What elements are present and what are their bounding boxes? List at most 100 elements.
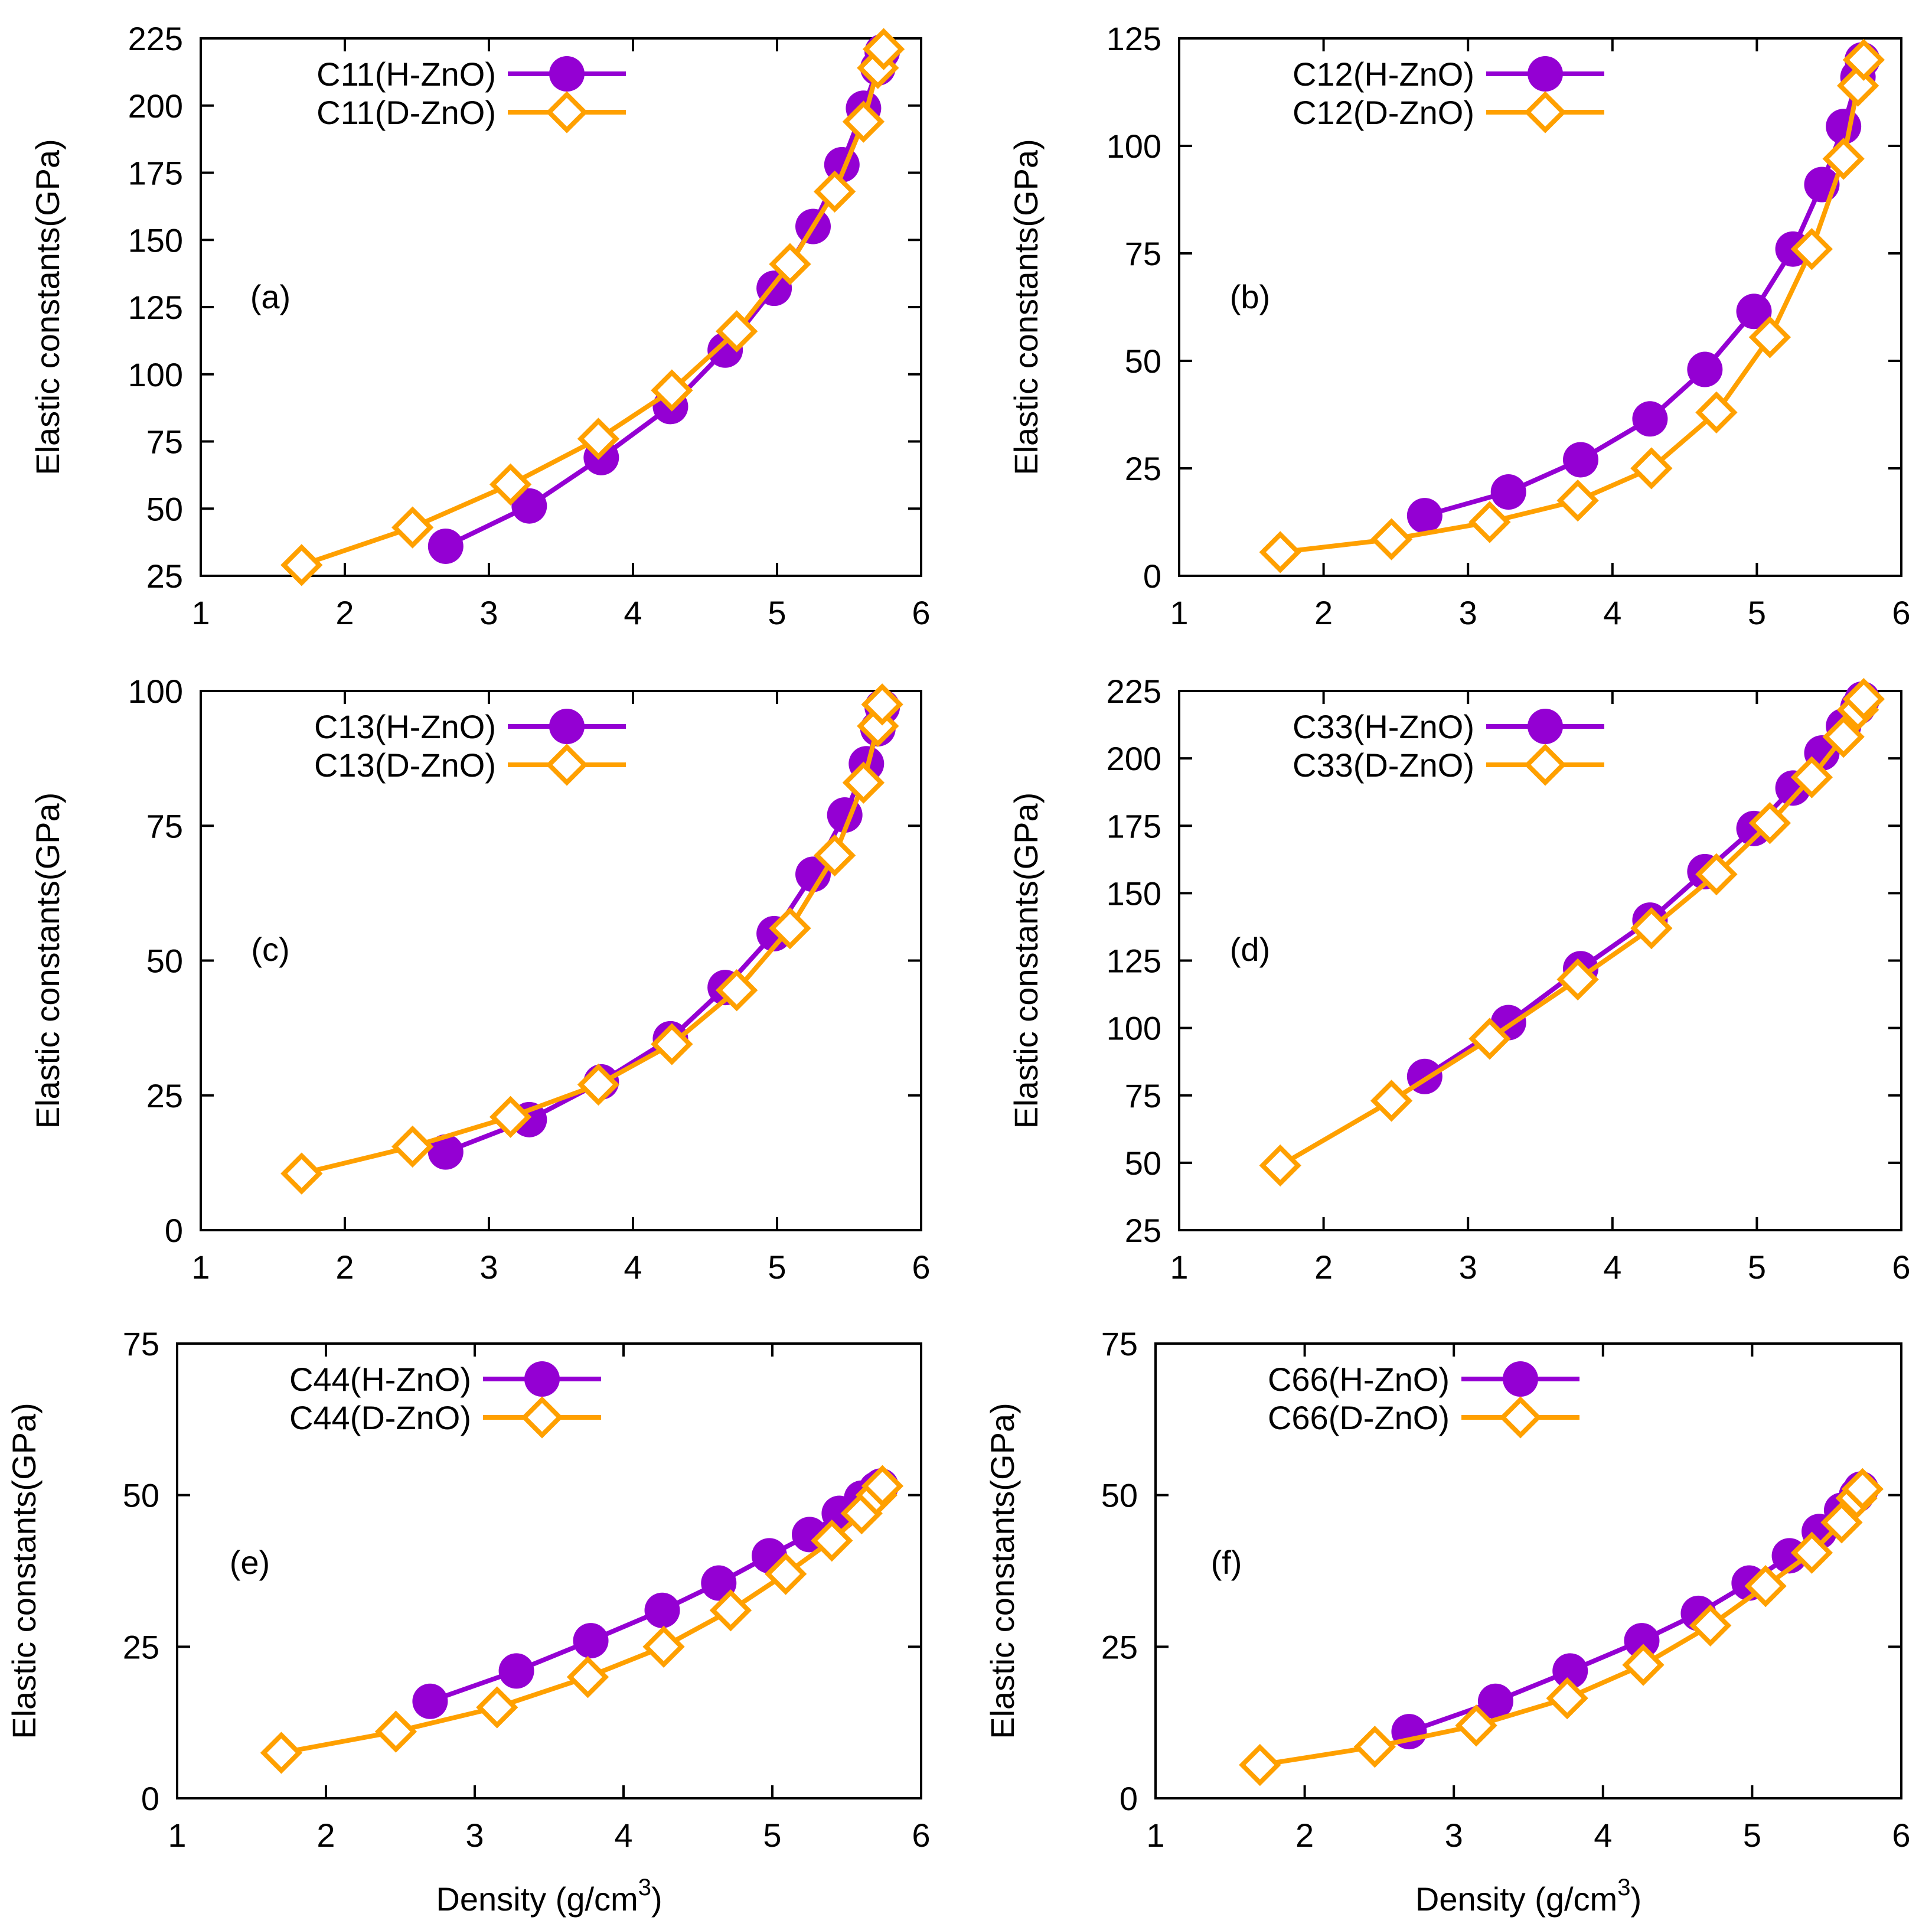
y-tick-label: 25 (1101, 1628, 1138, 1665)
y-tick-label: 100 (1107, 1010, 1161, 1047)
data-point (1556, 479, 1599, 522)
panel-e: 1 2 3 4 5 6 0 25 50 75 Elastic constants(GPa) Densi… (5, 1325, 931, 1918)
data-point (1736, 294, 1772, 330)
y-tick-label: 50 (123, 1477, 159, 1514)
panel-tag: (b) (1230, 278, 1270, 315)
y-tick-label: 200 (1107, 740, 1161, 777)
data-point (1822, 715, 1865, 758)
data-point (1689, 1604, 1732, 1647)
data-point (511, 488, 547, 524)
legend-entry: C66(H-ZnO) (1268, 1361, 1579, 1398)
data-point (1748, 316, 1791, 358)
y-axis-title: Elastic constants(GPa) (1007, 793, 1045, 1129)
data-point (769, 243, 811, 285)
y-axis-title: Elastic constants(GPa) (5, 1403, 43, 1739)
panel-f: 1 2 3 4 5 6 0 25 50 75 Elastic constants(GPa) Densi… (984, 1325, 1911, 1918)
plot-frame (1154, 1342, 1902, 1799)
data-point (716, 969, 758, 1012)
x-tick-label: 6 (912, 1248, 930, 1286)
series-line (445, 706, 885, 1155)
data-point (795, 856, 831, 892)
legend-marker (549, 709, 585, 744)
x-tick-label: 2 (1295, 1817, 1314, 1854)
y-tick-label: 50 (1101, 1477, 1138, 1514)
legend-marker (1528, 709, 1563, 744)
data-point (1353, 1726, 1396, 1768)
series-h-zno (427, 689, 900, 1170)
legend-marker (1524, 744, 1567, 786)
data-point (1259, 1144, 1301, 1187)
y-axis-title: Elastic constants(GPa) (1007, 139, 1045, 475)
legend-label: C12(H-ZnO) (1293, 56, 1474, 93)
plot-frame (1178, 37, 1902, 577)
x-tick-label: 2 (335, 594, 354, 631)
legend-entry: C44(H-ZnO) (289, 1361, 601, 1398)
legend-label: C13(D-ZnO) (314, 746, 496, 784)
data-point (476, 1686, 518, 1729)
x-tick-label: 3 (479, 1248, 498, 1286)
x-tick-label: 1 (191, 594, 210, 631)
x-tick-label: 6 (912, 594, 930, 631)
legend-entry: C13(D-ZnO) (314, 744, 626, 786)
x-tick-label: 2 (1314, 594, 1333, 631)
y-tick-label: 75 (146, 807, 183, 845)
data-point (811, 1520, 853, 1562)
y-tick-label: 0 (1120, 1780, 1138, 1817)
panel-a: 1 2 3 4 5 6 25 50 75 100 125 150 175 200 225 Elastic co… (29, 20, 931, 631)
legend-marker (521, 1396, 563, 1439)
y-tick-label: 75 (1125, 235, 1161, 272)
series-line (280, 1485, 885, 1755)
data-point (842, 100, 885, 143)
y-tick-label: 100 (128, 356, 183, 393)
data-point (412, 1683, 448, 1719)
y-tick-label: 0 (165, 1212, 183, 1249)
data-point (1842, 678, 1885, 721)
legend-label: C44(H-ZnO) (289, 1361, 471, 1398)
data-point (1790, 228, 1833, 270)
series-h-zno (412, 1468, 899, 1719)
y-tick-label: 175 (128, 155, 183, 192)
x-tick-label: 1 (191, 1248, 210, 1286)
data-point (280, 1152, 323, 1195)
data-point (260, 1732, 303, 1774)
data-point (1820, 1501, 1863, 1544)
legend-entry: C11(H-ZnO) (316, 56, 626, 93)
legend-entry: C66(D-ZnO) (1268, 1396, 1579, 1439)
legend-label: C11(H-ZnO) (316, 56, 496, 93)
y-tick-label: 50 (1125, 343, 1161, 380)
x-tick-label: 4 (624, 594, 642, 631)
data-point (1490, 474, 1526, 510)
x-tick-label: 3 (479, 594, 498, 631)
panel-tag: (e) (230, 1544, 270, 1581)
legend-label: C33(H-ZnO) (1293, 708, 1474, 745)
data-point (1468, 501, 1511, 543)
x-tick-label: 5 (1748, 1248, 1766, 1286)
x-tick-label: 6 (912, 1817, 930, 1854)
x-tick-label: 5 (763, 1817, 781, 1854)
y-tick-label: 175 (1107, 807, 1161, 845)
legend-label: C12(D-ZnO) (1293, 94, 1474, 131)
x-tick-label: 5 (768, 1248, 786, 1286)
y-axis-title: Elastic constants(GPa) (29, 139, 66, 475)
y-tick-label: 75 (1101, 1325, 1138, 1362)
x-axis-title: Density (g/cm3) (436, 1874, 662, 1918)
legend-marker (1528, 56, 1563, 92)
data-point (1630, 447, 1673, 490)
x-tick-label: 1 (1146, 1817, 1164, 1854)
data-point (391, 506, 434, 549)
x-tick-label: 4 (614, 1817, 632, 1854)
legend-marker (546, 744, 588, 786)
data-point (1406, 498, 1443, 534)
legend-marker (524, 1361, 560, 1397)
y-tick-label: 125 (1107, 943, 1161, 980)
legend-label: C66(H-ZnO) (1268, 1361, 1450, 1398)
x-tick-label: 1 (1170, 1248, 1188, 1286)
data-point (1546, 1677, 1588, 1720)
x-tick-label: 5 (1743, 1817, 1761, 1854)
series-h-zno (1391, 1471, 1879, 1750)
legend-entry: C44(D-ZnO) (289, 1396, 601, 1439)
x-tick-label: 4 (1603, 594, 1621, 631)
data-point (498, 1653, 534, 1689)
y-tick-label: 50 (1125, 1145, 1161, 1182)
